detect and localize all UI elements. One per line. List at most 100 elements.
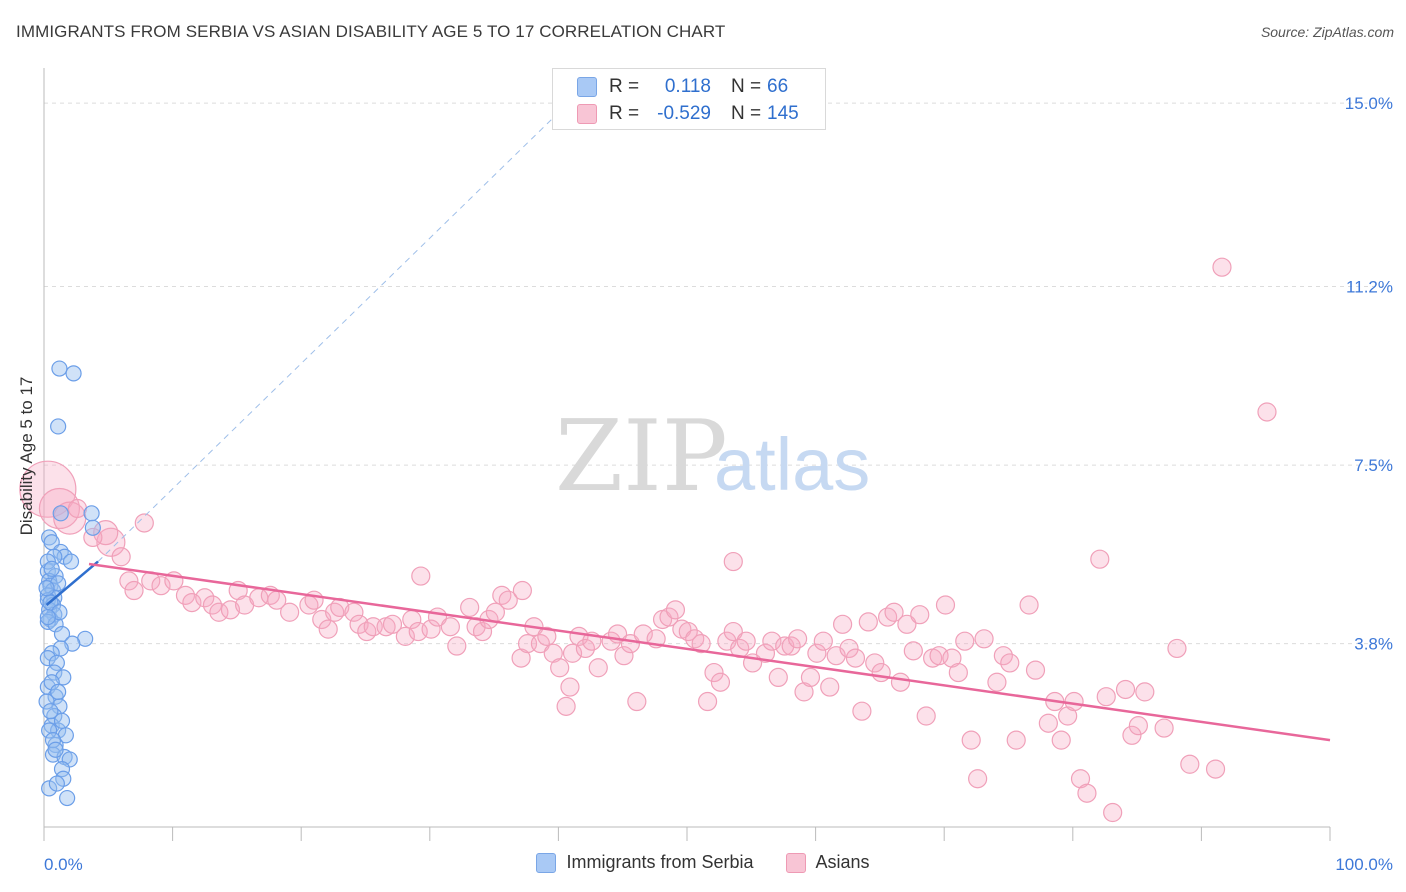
asians-point: [614, 646, 634, 666]
serbia-point: [53, 712, 71, 729]
asians-point: [151, 576, 171, 596]
n-label: N =: [731, 76, 762, 97]
stats-legend: R = 0.118 N = 66 R = -0.529 N = 145: [552, 68, 826, 130]
asians-point: [421, 619, 441, 639]
asians-point: [1257, 402, 1277, 422]
serbia-point: [44, 732, 62, 749]
asians-point: [916, 706, 936, 726]
watermark-atlas: atlas: [714, 423, 870, 506]
asians-legend-label: Asians: [815, 852, 870, 872]
asians-point: [1212, 257, 1232, 277]
asians-point: [344, 602, 364, 622]
asians-point: [1096, 687, 1116, 707]
r-label: R =: [609, 76, 640, 97]
tick-labels: 3.8% 7.5% 11.2% 15.0% 0.0% 100.0%: [44, 94, 1393, 874]
asians-point: [202, 595, 223, 615]
asians-point: [665, 600, 686, 620]
asians-point: [1025, 660, 1046, 680]
asians-point: [659, 607, 679, 627]
asians-point: [124, 580, 144, 601]
asians-point: [762, 631, 782, 651]
asians-point: [498, 590, 518, 610]
serbia-point: [50, 418, 67, 435]
watermark: ZIP atlas: [555, 400, 870, 514]
asians-point: [1135, 682, 1155, 702]
serbia-point: [65, 365, 82, 382]
asians-point: [704, 662, 724, 683]
asians-point: [627, 691, 647, 712]
serbia-point: [48, 775, 65, 792]
asians-point: [948, 662, 968, 683]
serbia-trend-line: [45, 560, 99, 606]
asians-point: [38, 487, 81, 530]
asians-point: [209, 602, 229, 622]
serbia-points: [38, 360, 101, 807]
serbia-point: [48, 654, 65, 672]
asians-point: [411, 566, 431, 586]
asians-point: [865, 653, 885, 673]
asians-point: [935, 595, 956, 615]
asians-point: [220, 600, 241, 620]
gridlines: [44, 102, 1390, 645]
asians-point: [968, 769, 988, 789]
serbia-point: [59, 789, 76, 807]
asians-point: [1051, 730, 1071, 750]
asians-point: [897, 614, 917, 634]
asians-point: [768, 667, 788, 688]
asians-point: [1128, 716, 1148, 736]
y-tick-label: 7.5%: [1354, 456, 1393, 475]
n-label: N =: [731, 103, 762, 124]
asians-point: [382, 614, 403, 634]
asians-point: [447, 636, 467, 656]
serbia-point: [52, 505, 69, 522]
r-label: R =: [609, 103, 640, 124]
asians-point: [781, 636, 801, 656]
asians-point: [1205, 759, 1226, 779]
serbia-point: [47, 736, 64, 754]
n-value-serbia: 66: [767, 76, 789, 97]
asians-trend-line: [88, 562, 1331, 742]
serbia-point: [38, 580, 55, 597]
asians-point: [845, 648, 866, 668]
y-axis-label: Disability Age 5 to 17: [17, 377, 36, 536]
asians-point: [119, 571, 139, 591]
asians-point: [755, 643, 776, 663]
bottom-legend: Immigrants from Serbia Asians: [0, 852, 1406, 873]
serbia-point: [46, 664, 63, 681]
asians-point: [182, 592, 202, 613]
legend-item-asians[interactable]: Asians: [785, 852, 870, 873]
asians-point: [839, 638, 859, 659]
trendlines: [45, 112, 1331, 742]
serbia-point: [43, 560, 60, 577]
asians-point: [318, 619, 338, 639]
asians-point: [440, 617, 460, 637]
asians-point: [575, 638, 596, 659]
asians-point: [349, 614, 369, 634]
y-tick-label: 3.8%: [1354, 635, 1393, 654]
asians-point: [974, 629, 994, 649]
asians-point: [1090, 549, 1110, 569]
asians-point: [820, 677, 840, 697]
x-tick-label-max: 100.0%: [1335, 855, 1393, 874]
asians-point: [1038, 713, 1058, 733]
serbia-legend-label: Immigrants from Serbia: [566, 852, 754, 872]
legend-item-serbia[interactable]: Immigrants from Serbia: [536, 852, 754, 873]
serbia-point: [41, 780, 58, 797]
serbia-point: [43, 674, 60, 691]
asians-point: [19, 460, 77, 518]
asians-point: [833, 614, 853, 634]
asians-point: [1000, 653, 1020, 673]
serbia-point: [62, 553, 80, 570]
asians-swatch: [577, 104, 597, 124]
watermark-zip: ZIP: [555, 400, 728, 514]
asians-point: [83, 527, 103, 548]
asians-point: [691, 634, 711, 654]
n-value-asians: 145: [767, 103, 799, 124]
x-tick-label-min: 0.0%: [44, 855, 83, 874]
asians-point: [1064, 691, 1084, 712]
asians-point: [395, 626, 415, 646]
asians-point: [280, 602, 300, 622]
asians-point: [537, 626, 557, 646]
serbia-trend-extension: [97, 112, 559, 562]
